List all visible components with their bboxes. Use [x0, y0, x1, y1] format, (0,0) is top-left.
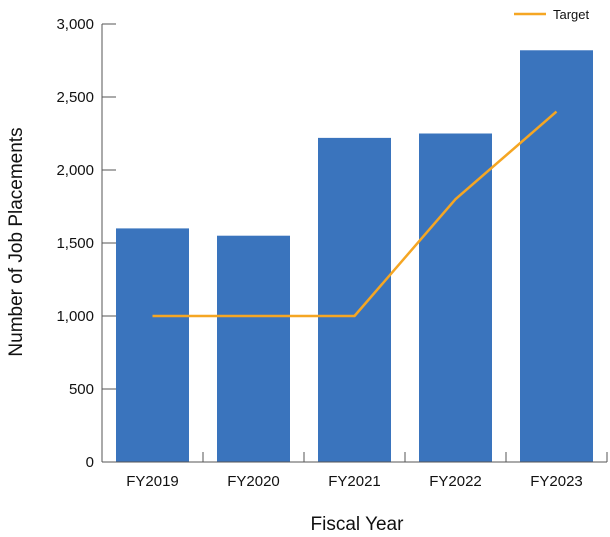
axes-layer: 0 500 1,000 1,500 2,000 2,500 3,000 FY2019 FY202… — [56, 16, 608, 490]
legend-target-label: Target — [553, 7, 590, 22]
bar-fy2022 — [419, 133, 492, 462]
x-tick-label: FY2020 — [227, 473, 280, 490]
bar-fy2021 — [318, 137, 391, 462]
x-tick-label: FY2021 — [328, 473, 381, 490]
y-tick-label: 2,000 — [56, 162, 94, 179]
target-line — [152, 110, 558, 318]
legend: Target — [514, 7, 590, 22]
bar-fy2023 — [520, 50, 593, 462]
x-tick-label: FY2022 — [429, 473, 482, 490]
bar-fy2020 — [217, 235, 290, 462]
y-axis-title: Number of Job Placements — [6, 127, 27, 356]
x-tick-label: FY2019 — [126, 473, 179, 490]
y-tick-label: 1,500 — [56, 235, 94, 252]
bar-fy2019 — [116, 228, 189, 462]
x-axis-title: Fiscal Year — [311, 514, 405, 535]
y-tick-label: 500 — [69, 381, 94, 398]
y-tick-label: 0 — [86, 454, 94, 471]
y-tick-label: 2,500 — [56, 89, 94, 106]
y-tick-label: 3,000 — [56, 16, 94, 33]
x-tick-label: FY2023 — [530, 473, 583, 490]
y-tick-label: 1,000 — [56, 308, 94, 325]
target-line-layer — [152, 110, 558, 318]
bars-layer — [116, 50, 593, 462]
